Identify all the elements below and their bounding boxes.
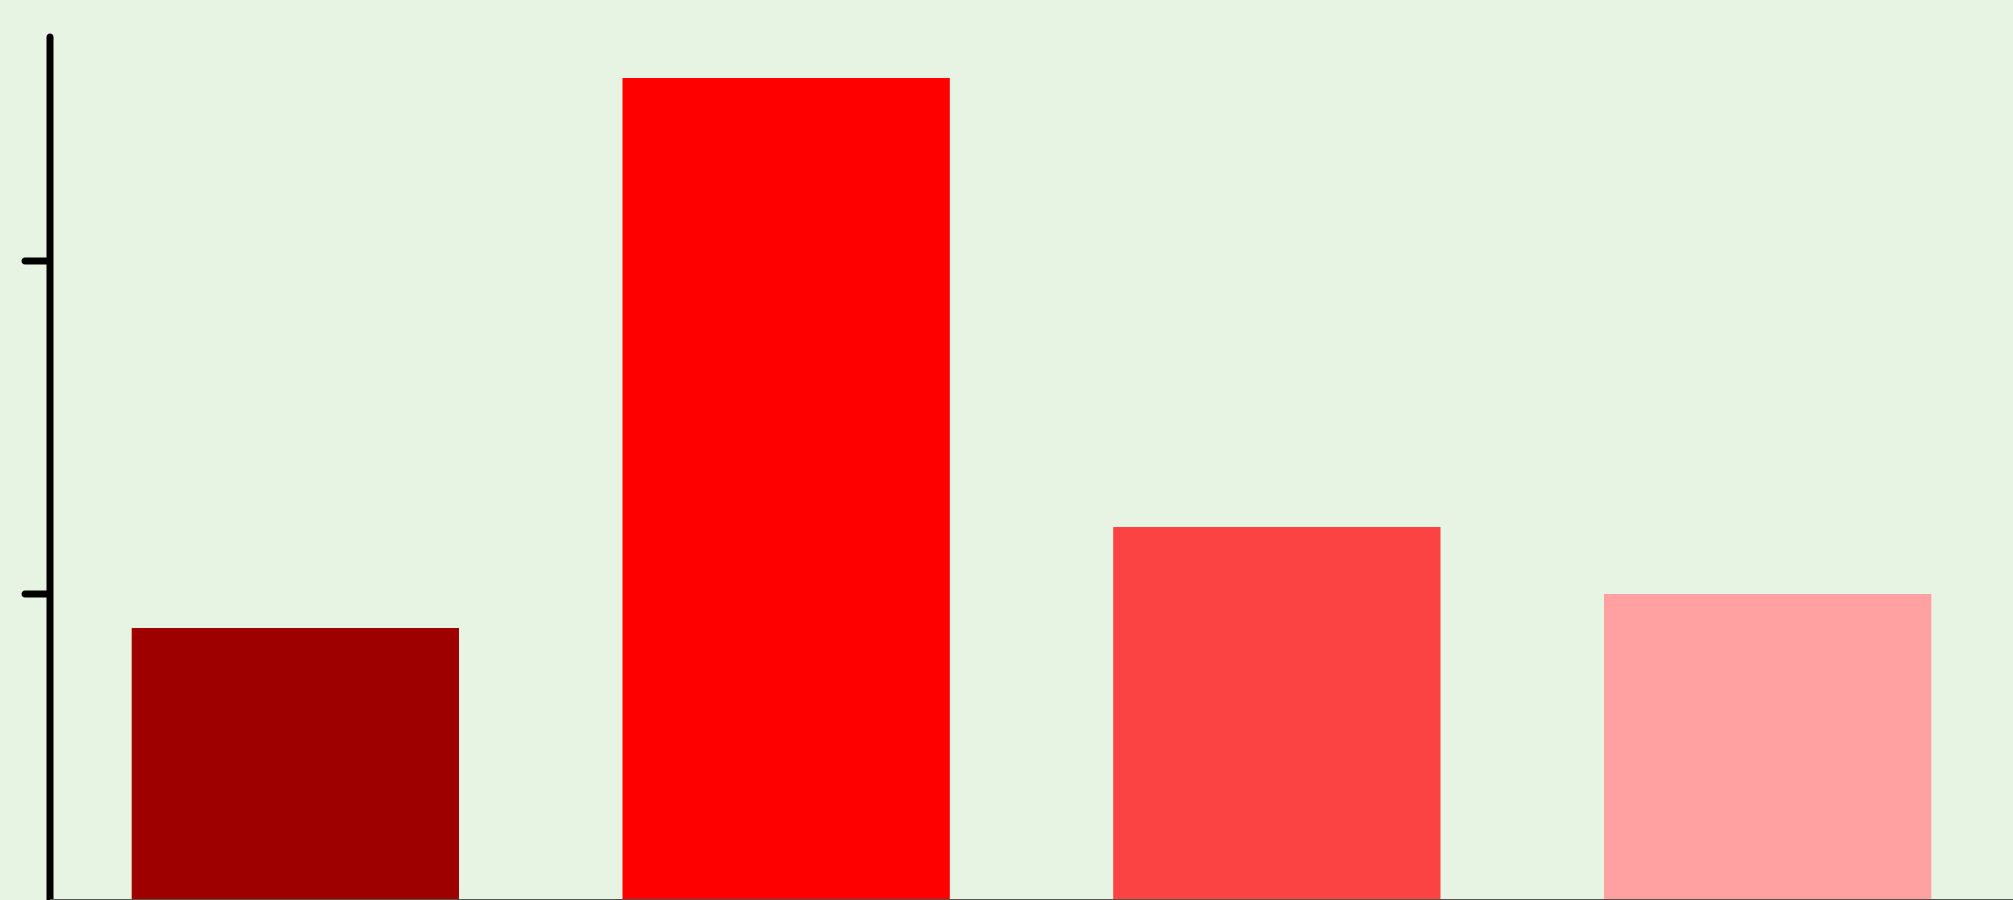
bars-layer [131,78,1932,900]
bar-1 [131,628,459,900]
bar-4 [1604,594,1932,900]
bar-2 [622,78,950,900]
bar-3 [1113,527,1441,900]
